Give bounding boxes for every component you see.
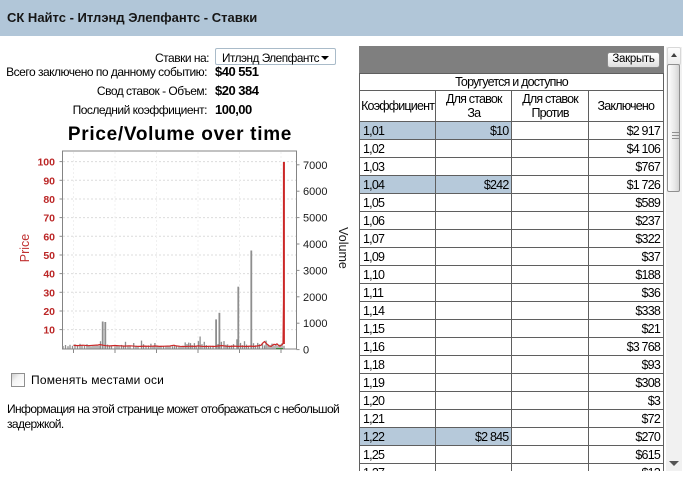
svg-text:Price: Price bbox=[18, 234, 32, 263]
svg-text:3000: 3000 bbox=[303, 265, 327, 277]
svg-text:2000: 2000 bbox=[303, 292, 327, 304]
svg-text:70: 70 bbox=[43, 213, 55, 225]
svg-text:20: 20 bbox=[43, 306, 55, 318]
svg-text:Volume: Volume bbox=[336, 227, 350, 269]
svg-text:40: 40 bbox=[43, 269, 55, 281]
svg-text:7000: 7000 bbox=[303, 160, 327, 172]
svg-text:6000: 6000 bbox=[303, 186, 327, 198]
svg-text:90: 90 bbox=[43, 175, 55, 187]
svg-text:10: 10 bbox=[43, 325, 55, 337]
svg-text:0: 0 bbox=[303, 345, 309, 357]
svg-text:5000: 5000 bbox=[303, 213, 327, 225]
svg-text:60: 60 bbox=[43, 231, 55, 243]
svg-text:50: 50 bbox=[43, 250, 55, 262]
svg-text:4000: 4000 bbox=[303, 239, 327, 251]
svg-text:1000: 1000 bbox=[303, 318, 327, 330]
svg-text:100: 100 bbox=[37, 157, 55, 169]
svg-text:30: 30 bbox=[43, 287, 55, 299]
svg-text:80: 80 bbox=[43, 194, 55, 206]
